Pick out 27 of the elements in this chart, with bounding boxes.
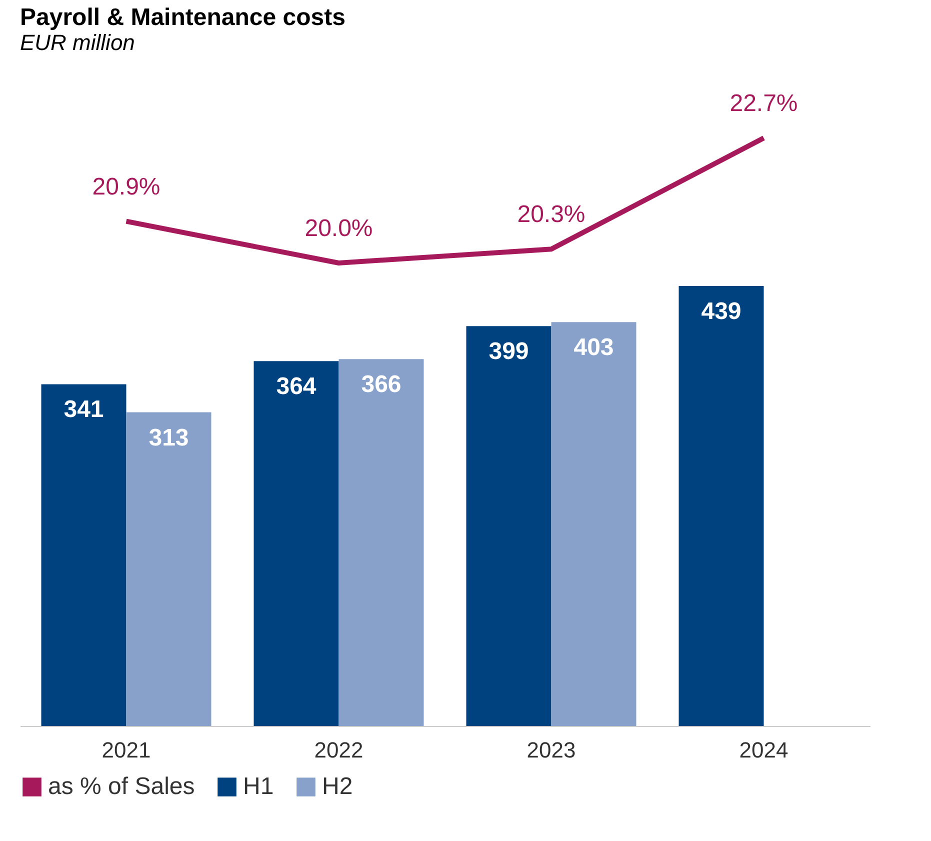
chart-title: Payroll & Maintenance costs [20,4,346,31]
x-tick-label: 2022 [314,738,364,762]
data-label: 20.3% [517,201,586,228]
legend-label: as % of Sales [48,773,195,800]
bar [551,322,636,726]
legend-label: H2 [322,773,353,800]
data-label: 22.7% [730,90,798,117]
legend-label: H1 [243,773,274,800]
data-label: 439 [701,298,742,325]
data-label: 20.9% [92,173,160,200]
data-label: 403 [574,334,614,362]
bar [338,359,424,726]
x-tick-label: 2024 [739,738,788,762]
data-label: 399 [488,338,529,366]
data-label: 366 [361,371,402,398]
data-label: 20.0% [304,215,373,242]
bar [41,384,126,726]
data-label: 313 [148,424,189,452]
x-tick-label: 2023 [526,738,576,762]
bar [466,326,552,726]
data-label: 364 [276,373,317,400]
bar [254,361,339,726]
bar [678,286,764,726]
x-tick-label: 2021 [102,738,151,762]
bar [126,412,212,726]
chart-subtitle: EUR million [20,30,135,55]
data-label: 341 [64,396,104,424]
